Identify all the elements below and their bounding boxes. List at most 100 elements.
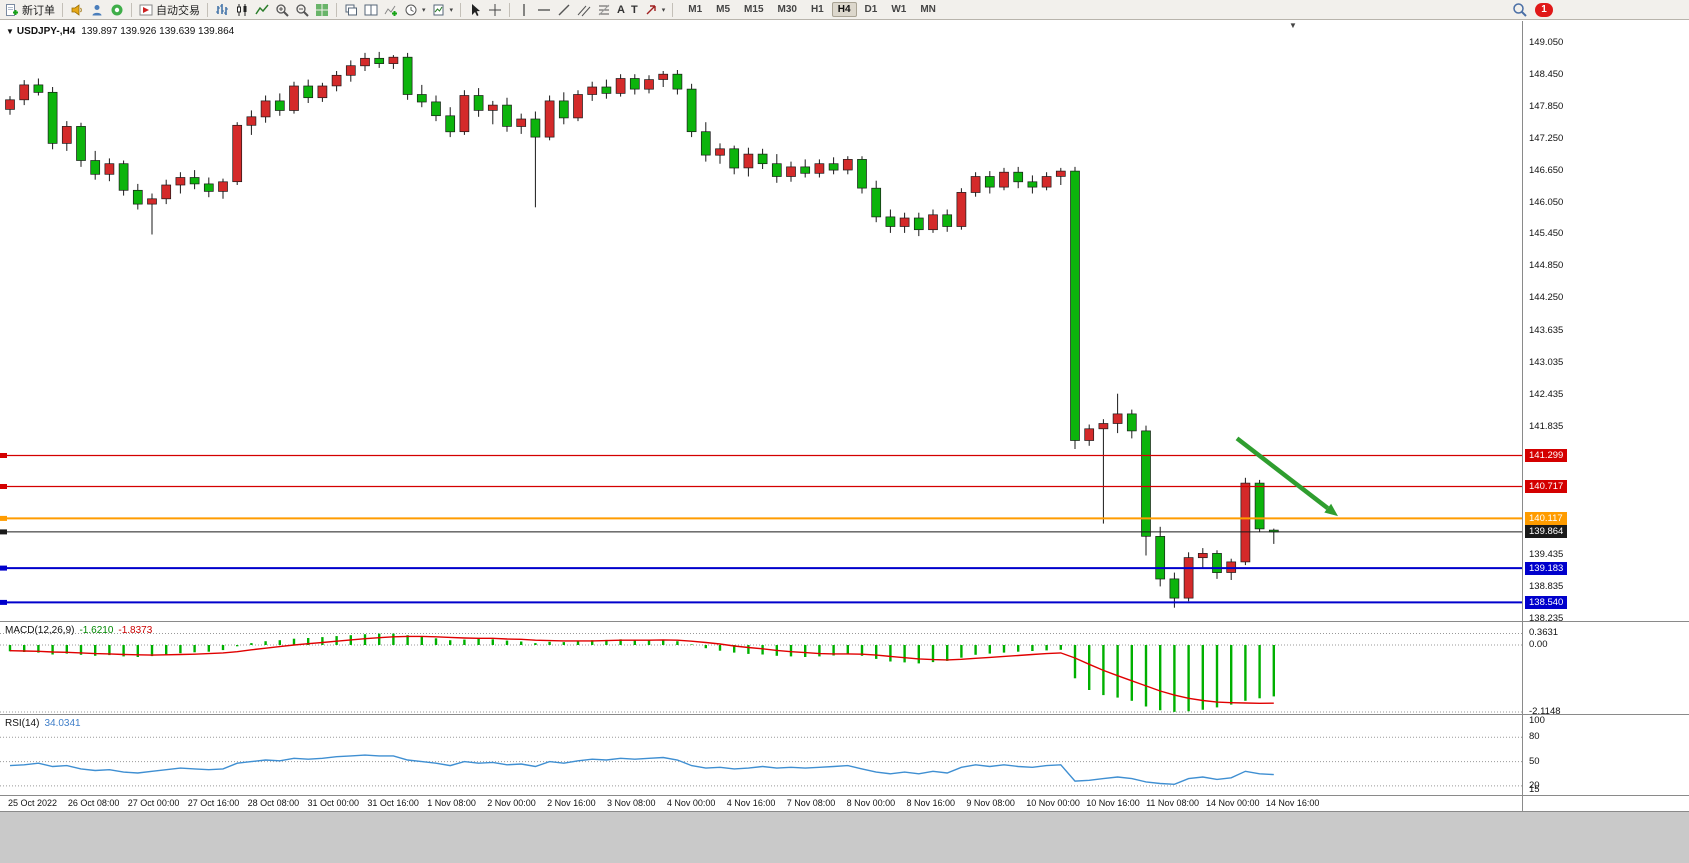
time-axis-label: 9 Nov 08:00 [966,798,1015,808]
trendline-icon [557,3,571,17]
toolbar-right: 1 [1512,2,1553,17]
toolbar-separator [62,2,63,17]
cascade-windows-button[interactable] [341,1,361,19]
time-axis-label: 8 Nov 16:00 [906,798,956,808]
crosshair-tool-button[interactable] [485,1,505,19]
line-edge-marker [0,565,7,571]
indicators-button[interactable] [381,1,401,19]
price-line-badge: 140.117 [1525,511,1567,525]
time-axis-label: 31 Oct 00:00 [307,798,360,808]
notification-badge[interactable]: 1 [1535,2,1553,17]
time-axis-label: 14 Nov 16:00 [1265,798,1320,808]
macd-name: MACD(12,26,9) [5,625,75,636]
arrows-tool-button[interactable]: ▾ [641,1,669,19]
price-line-badge: 139.864 [1525,525,1568,539]
timeframe-button-m5[interactable]: M5 [716,4,731,15]
zoom-out-button[interactable] [292,1,312,19]
horizontal-line-tool-button[interactable] [534,1,554,19]
templates-button[interactable]: ▾ [429,1,457,19]
text-tool-button[interactable]: A [614,1,628,19]
annotation-arrow[interactable] [1235,436,1330,510]
price-line-badge: 140.717 [1525,479,1568,493]
time-axis[interactable]: 25 Oct 2022 26 Oct 08:00 27 Oct 00:00 27 Oc… [0,796,1522,811]
label-tool-button[interactable]: T [628,1,641,19]
sound-alert-button[interactable] [67,1,87,19]
symbol-menu-arrow[interactable]: ▼ [6,27,14,36]
cursor-tool-button[interactable] [465,1,485,19]
timeframe-button-m1[interactable]: M1 [688,4,703,15]
macd-axis-label: -2.1148 [1529,706,1561,718]
periods-button[interactable]: ▾ [401,1,429,19]
timeframe-button-h1[interactable]: H1 [810,4,824,15]
price-line-badge: 138.540 [1525,595,1568,609]
price-axis-label: 149.050 [1529,36,1564,48]
time-axis-label: 7 Nov 08:00 [786,798,836,808]
arrange-windows-button[interactable] [361,1,381,19]
macd-axis-label: 0.3631 [1529,627,1559,639]
chevron-down-icon: ▾ [449,6,454,14]
play-icon [139,3,153,17]
price-axis-label: 139.435 [1529,548,1564,560]
timeframe-button-m30[interactable]: M30 [777,4,797,15]
status-strip [0,812,1689,863]
channel-tool-button[interactable] [574,1,594,19]
line-edge-marker [0,515,7,521]
main-chart-plot[interactable] [0,21,1522,621]
auto-trading-button[interactable]: 自动交易 [136,1,203,19]
price-axis-label: 146.050 [1529,196,1564,208]
macd-label: MACD(12,26,9) -1.6210 -1.8373 [5,625,152,636]
price-axis-label: 142.435 [1529,389,1564,400]
bar-chart-button[interactable] [212,1,232,19]
line-chart-icon [255,3,269,17]
macd-signal-line [9,635,1274,705]
timeframe-button-m15[interactable]: M15 [744,4,764,15]
pane-separator[interactable] [0,621,1689,622]
timeframe-button-mn[interactable]: MN [920,4,936,15]
chart-shift-marker[interactable]: ▼ [1289,21,1297,30]
macd-signal-value: -1.8373 [118,625,153,636]
vertical-line-icon [517,3,531,17]
search-icon[interactable] [1512,2,1527,17]
community-button[interactable] [107,1,127,19]
time-axis-label: 27 Oct 00:00 [127,798,180,808]
timeframe-button-h4[interactable]: H4 [831,2,857,17]
candlestick-chart-button[interactable] [232,1,252,19]
price-axis-label: 141.835 [1529,420,1564,432]
trendline-tool-button[interactable] [554,1,574,19]
ohlc-header: ▼ USDJPY-,H4 139.897 139.926 139.639 139.8… [6,26,234,37]
price-axis[interactable]: 141.299 140.717 140.117 139.864 139.183 138.5… [1523,21,1689,623]
vertical-line-tool-button[interactable] [514,1,534,19]
rsi-axis: 100 80 50 20 15 [1523,715,1689,795]
time-axis-label: 10 Nov 16:00 [1086,798,1140,808]
pane-separator [0,811,1689,812]
line-edge-marker [0,453,7,458]
bar-chart-icon [215,3,229,17]
line-chart-button[interactable] [252,1,272,19]
new-order-button[interactable]: 新订单 [2,1,58,19]
pane-separator[interactable] [0,714,1689,715]
rsi-plot[interactable] [0,715,1522,795]
tile-windows-button[interactable] [312,1,332,19]
clock-icon [404,3,418,17]
fibonacci-tool-button[interactable] [594,1,614,19]
line-edge-marker [0,529,7,535]
zoom-in-button[interactable] [272,1,292,19]
profile-button[interactable] [87,1,107,19]
annotation-arrowhead [1324,503,1338,517]
timeframe-button-d1[interactable]: D1 [864,4,878,15]
timeframe-button-w1[interactable]: W1 [891,4,907,15]
arrange-windows-icon [364,3,378,17]
rsi-axis-label: 100 [1529,715,1545,726]
cascade-windows-icon [344,3,358,17]
price-axis-label: 145.450 [1529,228,1564,240]
toolbar: 新订单 自动交易 [0,0,1689,20]
indicators-icon [384,3,398,17]
chevron-down-icon: ▾ [422,6,426,14]
rsi-axis-label: 80 [1529,731,1540,743]
channel-icon [577,3,591,17]
price-axis-label: 147.250 [1529,132,1564,144]
time-axis-label: 2 Nov 00:00 [487,798,536,808]
toolbar-separator [131,2,132,17]
rsi-value: 34.0341 [44,718,81,729]
macd-plot[interactable] [0,622,1522,714]
